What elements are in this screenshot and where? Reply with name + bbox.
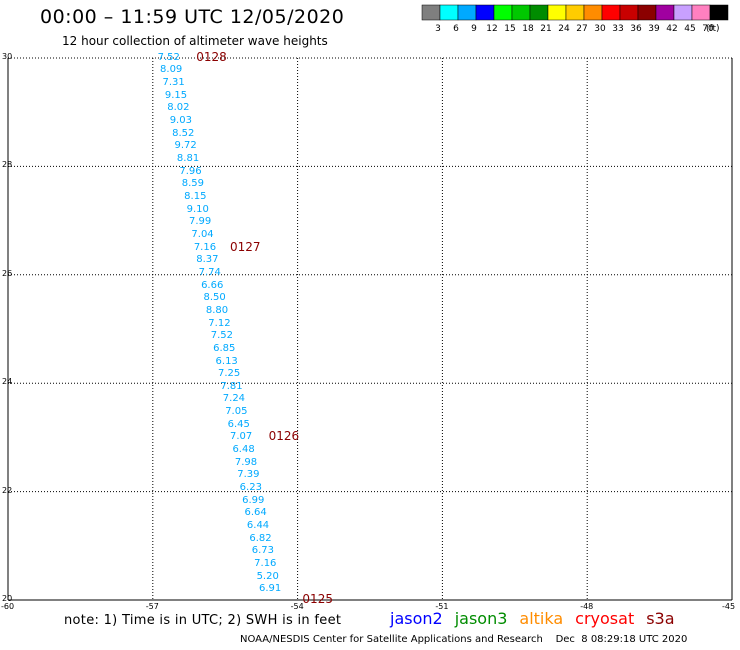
wave-height-value: 8.59 <box>181 178 205 190</box>
time-tag: 0126 <box>268 429 300 444</box>
wave-height-value: 6.48 <box>232 443 255 455</box>
wave-height-value: 8.50 <box>203 292 226 304</box>
satellite-name: jason2 <box>390 609 443 628</box>
wave-height-value: 7.07 <box>230 431 253 443</box>
wave-height-value: 7.52 <box>210 330 233 342</box>
chart-title: 00:00 – 11:59 UTC 12/05/2020 <box>40 6 345 28</box>
wave-height-value: 6.23 <box>239 481 262 493</box>
lat-tick-label: 24 <box>2 377 13 387</box>
wave-height-value: 6.64 <box>244 507 267 519</box>
lon-tick-label: -51 <box>435 602 449 611</box>
lat-tick-label: 20 <box>2 594 13 603</box>
wave-height-value: 8.81 <box>176 153 200 165</box>
wave-height-value: 5.20 <box>256 570 279 582</box>
footer-note: note: 1) Time is in UTC; 2) SWH is in fe… <box>64 613 342 628</box>
credit-line: NOAA/NESDIS Center for Satellite Applica… <box>240 634 688 645</box>
wave-height-value: 6.45 <box>227 418 250 430</box>
wave-height-value: 6.85 <box>213 343 236 355</box>
wave-height-value: 8.80 <box>205 305 229 317</box>
wave-height-value: 9.15 <box>164 89 188 101</box>
wave-height-value: 6.82 <box>249 532 272 544</box>
wave-height-value: 6.99 <box>242 494 265 506</box>
time-tag: 0125 <box>302 592 333 606</box>
satellite-name: jason3 <box>454 609 508 628</box>
wave-height-value: 9.03 <box>169 115 192 127</box>
wave-height-value: 7.25 <box>217 367 241 379</box>
lon-tick-label: -48 <box>580 602 594 611</box>
wave-height-value: 9.72 <box>174 140 197 152</box>
wave-height-value: 7.39 <box>237 469 260 481</box>
lat-tick-label: 26 <box>2 268 13 278</box>
wave-height-value: 6.13 <box>215 355 238 367</box>
wave-height-value: 6.91 <box>258 583 282 595</box>
satellite-name: cryosat <box>575 609 635 628</box>
wave-height-value: 7.74 <box>198 267 221 279</box>
wave-height-value: 7.16 <box>193 241 217 253</box>
wave-height-value: 7.24 <box>222 393 246 405</box>
wave-height-value: 7.16 <box>254 557 277 569</box>
lon-tick-label: -45 <box>722 602 736 611</box>
lat-tick-label: 22 <box>2 485 13 495</box>
time-tag: 0128 <box>196 50 227 64</box>
lon-tick-label: -54 <box>290 602 304 611</box>
wave-height-value: 7.05 <box>225 405 248 417</box>
wave-height-value: 7.99 <box>189 216 212 228</box>
satellite-name: altika <box>519 609 564 628</box>
wave-height-value: 7.12 <box>208 317 231 329</box>
satellite-name: s3a <box>646 609 675 628</box>
wave-height-value: 7.81 <box>220 380 243 392</box>
wave-height-value: 8.37 <box>196 254 219 266</box>
lat-tick-label: 30 <box>2 52 13 61</box>
time-tag: 0127 <box>230 239 261 254</box>
wave-height-value: 6.44 <box>246 519 270 531</box>
wave-height-value: 6.73 <box>251 545 274 557</box>
wave-height-value: 8.02 <box>167 102 190 114</box>
lat-tick-label: 28 <box>2 160 13 170</box>
wave-height-value: 7.31 <box>162 77 185 89</box>
wave-height-value: 7.98 <box>234 456 258 468</box>
wave-height-value: 7.04 <box>191 229 214 241</box>
wave-height-value: 8.15 <box>184 191 207 203</box>
chart-subtitle: 12 hour collection of altimeter wave hei… <box>62 34 328 48</box>
wave-height-value: 8.09 <box>160 64 183 76</box>
wave-height-value: 7.52 <box>157 52 180 63</box>
wave-height-value: 7.96 <box>179 165 202 177</box>
satellite-legend: jason2 jason3 altika cryosat s3a <box>390 609 675 628</box>
wave-height-value: 6.66 <box>201 279 224 291</box>
wave-height-value: 8.52 <box>172 127 195 139</box>
wave-height-value: 9.10 <box>186 203 209 215</box>
lon-tick-label: -57 <box>145 602 159 611</box>
lon-tick-label: -60 <box>1 602 15 611</box>
